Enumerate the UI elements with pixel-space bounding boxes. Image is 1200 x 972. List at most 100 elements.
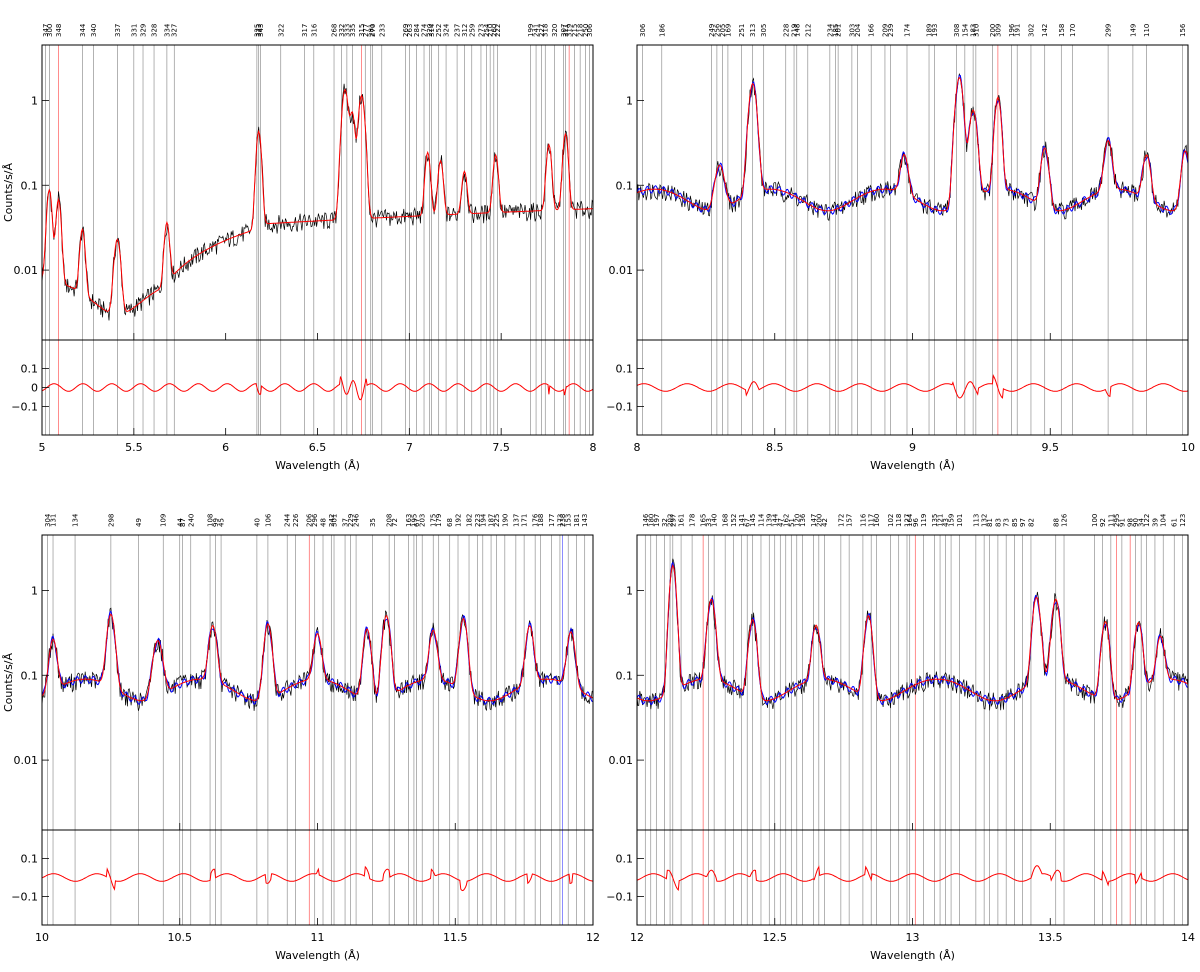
line-id-label: 37 — [342, 518, 350, 527]
line-id-label: 174 — [903, 23, 911, 37]
line-id-label: 199 — [527, 24, 535, 37]
line-id-label: 87 — [179, 518, 187, 527]
model-spectrum-red — [636, 76, 1189, 212]
residual-y-tick-label: −0.1 — [606, 891, 633, 904]
line-id-label: 177 — [548, 514, 556, 527]
line-id-label: 72 — [391, 518, 399, 527]
line-id-label: 194 — [479, 513, 487, 527]
line-id-label: 40 — [253, 518, 261, 527]
line-id-label: 165 — [700, 514, 708, 527]
y-tick-label: 0.01 — [609, 264, 634, 277]
line-id-label: 306 — [586, 23, 594, 37]
line-id-label: 181 — [573, 514, 581, 527]
residual-curve — [636, 865, 1189, 892]
line-id-label: 246 — [353, 513, 361, 527]
line-id-label: 228 — [782, 24, 790, 37]
line-id-label: 190 — [501, 514, 509, 527]
line-id-label: 32 — [661, 518, 669, 527]
line-id-label: 85 — [1011, 518, 1019, 527]
line-id-label: 137 — [512, 514, 520, 527]
line-id-label: 344 — [79, 23, 87, 37]
line-id-label: 320 — [551, 24, 559, 37]
residual-y-tick-label: −0.1 — [606, 401, 633, 414]
line-id-label: 182 — [466, 514, 474, 527]
line-id-label: 81 — [986, 518, 994, 527]
line-id-label: 299 — [1105, 24, 1113, 37]
y-tick-label: 0.1 — [21, 179, 39, 192]
x-tick-label: 8 — [634, 441, 641, 454]
line-id-label: 206 — [306, 513, 314, 527]
line-id-label: 33 — [705, 518, 713, 527]
line-id-label: 169 — [724, 24, 732, 37]
line-id-label: 97 — [1019, 518, 1027, 527]
line-id-label: 328 — [151, 24, 159, 37]
line-id-label: 43 — [942, 518, 950, 527]
x-tick-label: 12 — [630, 931, 644, 944]
model-spectrum-red — [41, 613, 594, 702]
line-id-label: 335 — [349, 24, 357, 37]
x-tick-label: 10.5 — [168, 931, 193, 944]
line-id-label: 152 — [730, 514, 738, 527]
line-id-label: 274 — [421, 23, 429, 37]
line-id-label: 249 — [708, 24, 716, 37]
x-tick-label: 9 — [909, 441, 916, 454]
line-id-label: 200 — [815, 514, 823, 527]
line-id-label: 98 — [1127, 518, 1135, 527]
line-id-label: 191 — [1014, 24, 1022, 37]
line-id-label: 164 — [906, 513, 914, 527]
residual-y-tick-label: 0.1 — [616, 363, 634, 376]
line-id-label: 337 — [114, 24, 122, 37]
line-id-label: 296 — [311, 513, 319, 527]
line-id-label: 308 — [953, 24, 961, 37]
residual-y-tick-label: −0.1 — [11, 401, 38, 414]
x-axis-label: Wavelength (Å) — [275, 459, 360, 472]
line-id-label: 113 — [972, 514, 980, 527]
line-id-label: 88 — [1052, 518, 1060, 527]
line-id-label: 153 — [565, 514, 573, 527]
residual-curve — [41, 865, 594, 892]
x-axis-label: Wavelength (Å) — [275, 949, 360, 962]
line-id-label: 220 — [426, 24, 434, 37]
line-id-label: 134 — [72, 513, 80, 527]
line-id-label: 178 — [689, 514, 697, 527]
line-id-label: 145 — [749, 514, 757, 527]
line-id-label: 233 — [378, 24, 386, 37]
line-id-label: 197 — [653, 514, 661, 527]
line-id-label: 47 — [777, 518, 785, 527]
line-id-label: 96 — [912, 518, 920, 527]
line-id-label: 222 — [494, 24, 502, 37]
x-tick-label: 9.5 — [1042, 441, 1060, 454]
line-id-label: 110 — [1143, 24, 1151, 37]
line-id-label: 179 — [435, 514, 443, 527]
line-id-label: 322 — [277, 24, 285, 37]
line-id-label: 173 — [556, 514, 564, 527]
line-id-label: 251 — [738, 24, 746, 37]
line-id-label: 45 — [218, 518, 226, 527]
line-id-label: 148 — [793, 24, 801, 37]
line-id-label: 334 — [163, 23, 171, 37]
line-id-label: 311 — [562, 24, 570, 37]
line-id-label: 157 — [846, 514, 854, 527]
residual-curve — [636, 374, 1189, 399]
x-tick-label: 6.5 — [309, 441, 327, 454]
x-tick-label: 14 — [1181, 931, 1195, 944]
line-id-label: 215 — [571, 24, 579, 37]
line-id-label: 99 — [212, 518, 220, 527]
x-tick-label: 10 — [1181, 441, 1195, 454]
spectrum-frame — [41, 44, 594, 341]
line-id-label: 146 — [642, 513, 650, 527]
line-id-label: 192 — [455, 514, 463, 527]
line-id-label: 39 — [1151, 518, 1159, 527]
y-tick-label: 0.1 — [616, 179, 634, 192]
line-id-label: 284 — [413, 23, 421, 37]
line-id-label: 68 — [446, 518, 454, 527]
x-tick-label: 8.5 — [766, 441, 784, 454]
line-id-label: 34 — [1138, 518, 1146, 527]
line-id-label: 325 — [253, 24, 261, 37]
line-id-label: 210 — [487, 24, 495, 37]
line-id-label: 195 — [410, 514, 418, 527]
x-tick-label: 7 — [406, 441, 413, 454]
line-id-label: 170 — [1069, 24, 1077, 37]
line-id-label: 196 — [1008, 23, 1016, 37]
line-id-label: 120 — [793, 514, 801, 527]
